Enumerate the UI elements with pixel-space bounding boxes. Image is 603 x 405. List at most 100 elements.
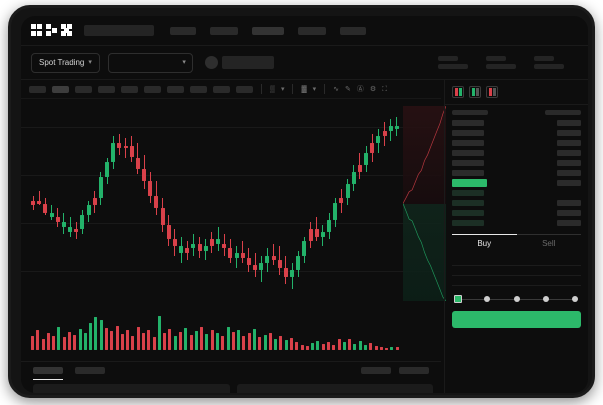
- slider-node[interactable]: [542, 296, 549, 302]
- search-input[interactable]: [84, 25, 154, 36]
- nav-item-0[interactable]: [170, 26, 196, 35]
- chart-toolbar: ▒ ▾ ▓ ▾ ∿ ✎ Ⓐ ⚙ ⛶: [21, 80, 441, 99]
- bottom-tab-1[interactable]: [75, 367, 105, 374]
- orderbook-bid-row[interactable]: [452, 198, 581, 208]
- timeframe-0[interactable]: [29, 85, 46, 93]
- orderbook-amount-header: [545, 110, 581, 115]
- pencil-icon[interactable]: ✎: [344, 85, 351, 93]
- line-wave-icon[interactable]: ∿: [333, 85, 339, 93]
- slider-node[interactable]: [484, 296, 491, 302]
- orderbook-amount: [557, 130, 581, 136]
- indicators-icon[interactable]: ▒: [270, 85, 275, 93]
- volume-bar: [68, 331, 71, 350]
- orderbook-amount: [557, 220, 581, 226]
- volume-bar: [105, 328, 108, 350]
- bottom-panel-1[interactable]: [236, 384, 433, 393]
- volume-bar: [179, 331, 182, 350]
- form-divider: [452, 275, 581, 276]
- orderbook-bids-icon[interactable]: [469, 86, 481, 98]
- volume-bar: [62, 337, 66, 350]
- volume-bar: [136, 327, 140, 350]
- slider-node[interactable]: [572, 296, 578, 302]
- nav-item-4[interactable]: [340, 26, 366, 35]
- candlestick-chart[interactable]: [21, 99, 441, 306]
- orderbook-price: [452, 179, 487, 187]
- submit-order-button[interactable]: [452, 311, 581, 328]
- timeframe-9[interactable]: [236, 85, 253, 93]
- nav-item-2[interactable]: [252, 26, 284, 35]
- bottom-panel-0[interactable]: [33, 384, 230, 393]
- fullscreen-icon[interactable]: ⛶: [382, 85, 388, 93]
- timeframe-8[interactable]: [213, 85, 230, 93]
- orderbook-ask-row[interactable]: [452, 158, 581, 168]
- volume-bar: [152, 337, 156, 350]
- volume-bar: [89, 322, 93, 350]
- bottom-tab-0[interactable]: [33, 367, 63, 380]
- nav-item-1[interactable]: [210, 26, 238, 35]
- volume-bar: [374, 346, 378, 350]
- timeframe-3[interactable]: [98, 85, 115, 93]
- volume-bar: [163, 333, 167, 350]
- chart-gridlines: [21, 99, 441, 306]
- orderbook-mark-price-row[interactable]: [452, 178, 581, 188]
- orderbook-ask-row[interactable]: [452, 168, 581, 178]
- timeframe-5[interactable]: [144, 85, 161, 93]
- chevron-down-icon[interactable]: ▾: [280, 85, 285, 93]
- orderbook-bid-row[interactable]: [452, 218, 581, 228]
- orderbook-ask-row[interactable]: [452, 138, 581, 148]
- volume-bar: [52, 336, 56, 350]
- stat-label: [486, 56, 506, 61]
- timeframe-4[interactable]: [121, 85, 138, 93]
- volume-bar: [348, 338, 352, 350]
- volume-bar: [194, 331, 198, 350]
- volume-bar: [284, 340, 288, 350]
- volume-bar: [316, 340, 320, 350]
- slider-node[interactable]: [513, 296, 520, 302]
- depth-asks-area: [403, 106, 446, 204]
- magnet-icon[interactable]: Ⓐ: [356, 85, 364, 93]
- timeframe-2[interactable]: [75, 85, 92, 93]
- volume-bar: [295, 342, 299, 350]
- orderbook-view-modes: [445, 80, 588, 105]
- timeframe-6[interactable]: [167, 85, 184, 93]
- tab-buy[interactable]: Buy: [452, 234, 517, 252]
- volume-bar: [205, 334, 209, 350]
- okx-logo-icon[interactable]: [31, 24, 74, 37]
- orderbook-ask-row[interactable]: [452, 128, 581, 138]
- volume-bar: [200, 326, 204, 350]
- volume-bar: [115, 325, 119, 350]
- trading-mode-selector[interactable]: Spot Trading ▾: [31, 52, 100, 73]
- volume-bar: [210, 329, 214, 350]
- coin-avatar: [204, 56, 218, 69]
- orderbook-ask-row[interactable]: [452, 118, 581, 128]
- depth-line: [403, 106, 446, 301]
- volume-bar: [332, 345, 336, 350]
- orderbook-amount: [557, 150, 581, 156]
- pair-dropdown[interactable]: ▾: [107, 52, 193, 73]
- orderbook-asks-icon[interactable]: [486, 86, 498, 98]
- volume-bar: [31, 335, 34, 350]
- volume-bar: [36, 330, 40, 350]
- volume-bar: [300, 344, 304, 350]
- bottom-action-1[interactable]: [399, 367, 429, 374]
- tab-sell[interactable]: Sell: [542, 239, 556, 248]
- pair-header-bar: Spot Trading ▾ ▾: [21, 46, 588, 80]
- timeframe-1[interactable]: [52, 85, 69, 93]
- orderbook-panel: Buy Sell: [444, 80, 588, 393]
- slider-handle[interactable]: [454, 295, 462, 303]
- volume-bar: [390, 346, 394, 350]
- settings-icon[interactable]: ⚙: [369, 85, 377, 93]
- orderbook-bid-row[interactable]: [452, 208, 581, 218]
- volume-bar: [120, 334, 124, 350]
- device-frame: Spot Trading ▾ ▾ ▒: [8, 5, 595, 398]
- nav-item-3[interactable]: [298, 26, 326, 35]
- bottom-action-0[interactable]: [361, 367, 391, 374]
- timeframe-7[interactable]: [190, 85, 207, 93]
- orderbook-both-icon[interactable]: [452, 86, 464, 98]
- chevron-down-icon[interactable]: ▾: [312, 85, 317, 93]
- orderbook-ask-row[interactable]: [452, 148, 581, 158]
- orderbook-bid-row[interactable]: [452, 188, 581, 198]
- candle-type-icon[interactable]: ▓: [301, 85, 307, 93]
- amount-slider[interactable]: [454, 295, 579, 305]
- orderbook-amount: [557, 190, 581, 196]
